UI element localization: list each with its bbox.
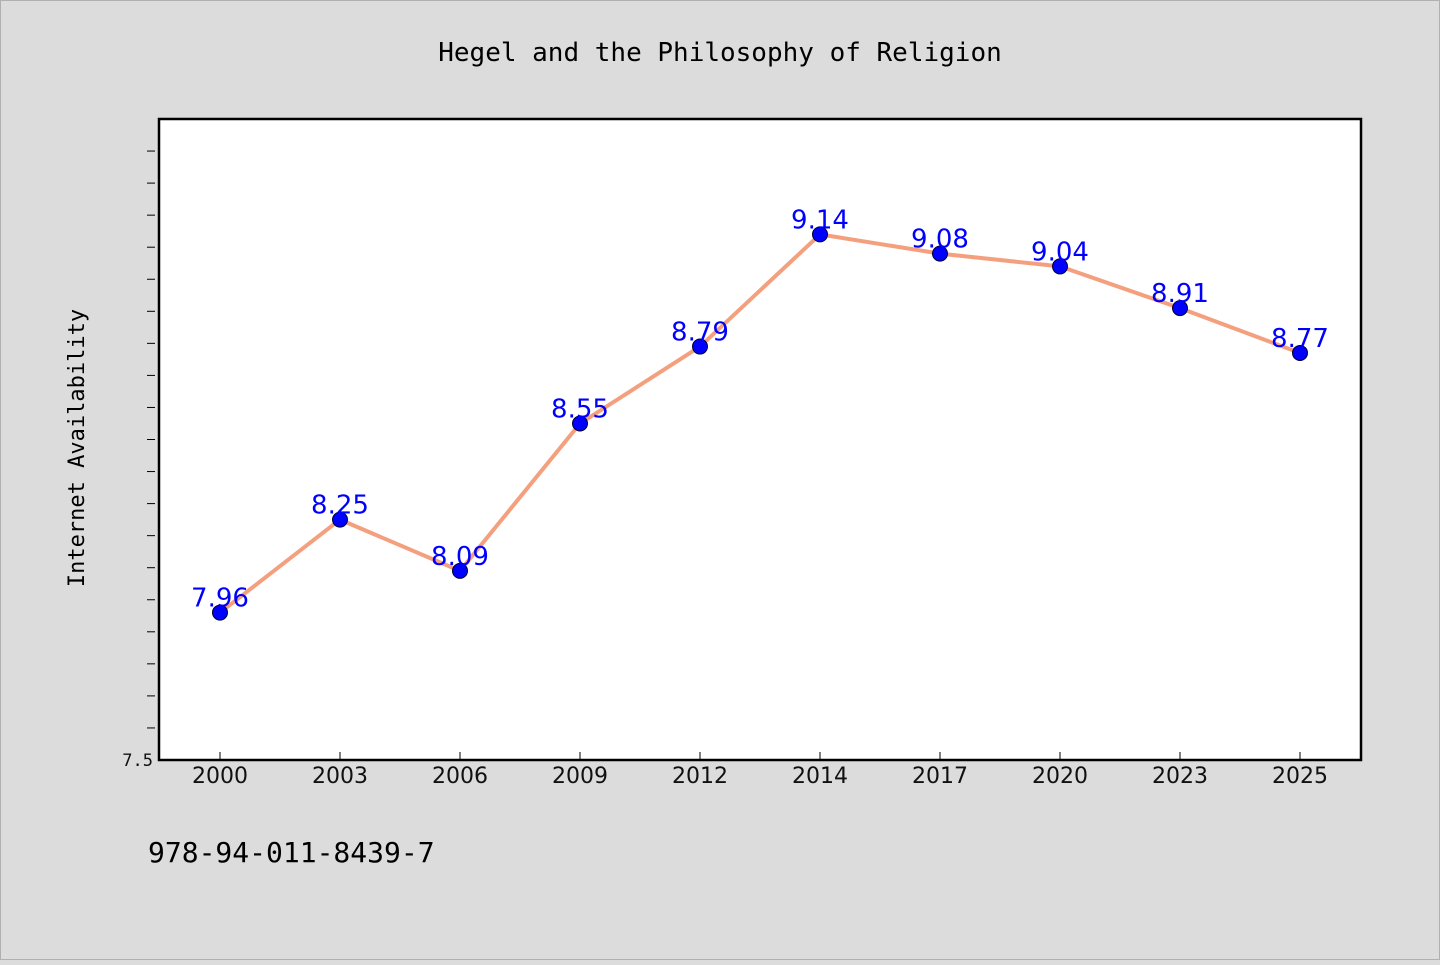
data-point — [1052, 258, 1068, 275]
x-tick-label: 2023 — [1152, 764, 1208, 789]
data-label: 8.79 — [671, 318, 729, 348]
x-tick-labels: 2000 2003 2006 2009 2012 2014 2017 2020 2023 2025 — [192, 764, 1328, 789]
x-tick-label: 2009 — [552, 764, 608, 789]
x-tick-label: 2000 — [192, 764, 248, 789]
data-label: 8.25 — [311, 491, 369, 521]
series-line — [218, 232, 1302, 615]
data-point — [332, 511, 348, 528]
plot-frame — [157, 117, 1363, 762]
data-labels: 7.96 8.25 8.09 8.55 8.79 9.14 9.08 9.04 8.91 8.77 — [191, 205, 1329, 613]
data-point — [932, 245, 948, 262]
isbn-text: 978-94-011-8439-7 — [148, 836, 435, 869]
data-point — [692, 338, 708, 355]
data-label: 9.14 — [791, 205, 849, 235]
data-label: 8.55 — [551, 394, 609, 424]
x-tick-label: 2017 — [912, 764, 968, 789]
y-tick-label: 7.5 — [122, 751, 153, 771]
data-points — [212, 226, 1308, 621]
data-point — [452, 562, 468, 579]
x-tick-label: 2014 — [792, 764, 848, 789]
x-tick-label: 2012 — [672, 764, 728, 789]
x-tick-label: 2020 — [1032, 764, 1088, 789]
y-minor-ticks — [147, 150, 155, 729]
x-tick-marks — [219, 752, 1301, 760]
chart-title: Hegel and the Philosophy of Religion — [438, 38, 1002, 68]
data-point — [812, 226, 828, 243]
data-label: 9.08 — [911, 225, 969, 255]
data-label: 7.96 — [191, 584, 249, 614]
data-label: 8.09 — [431, 542, 489, 572]
x-tick-label: 2025 — [1272, 764, 1328, 789]
data-point — [1172, 300, 1188, 317]
data-point — [572, 415, 588, 432]
x-tick-label: 2006 — [432, 764, 488, 789]
data-label: 9.04 — [1031, 237, 1089, 267]
x-tick-label: 2003 — [312, 764, 368, 789]
y-tick-labels: 7.5 — [122, 751, 153, 771]
data-point — [1292, 344, 1308, 361]
data-point — [212, 604, 228, 621]
data-label: 8.91 — [1151, 279, 1209, 309]
data-label: 8.77 — [1271, 324, 1329, 354]
plot-area — [159, 119, 1361, 760]
y-axis-label: Internet Availability — [65, 309, 90, 587]
